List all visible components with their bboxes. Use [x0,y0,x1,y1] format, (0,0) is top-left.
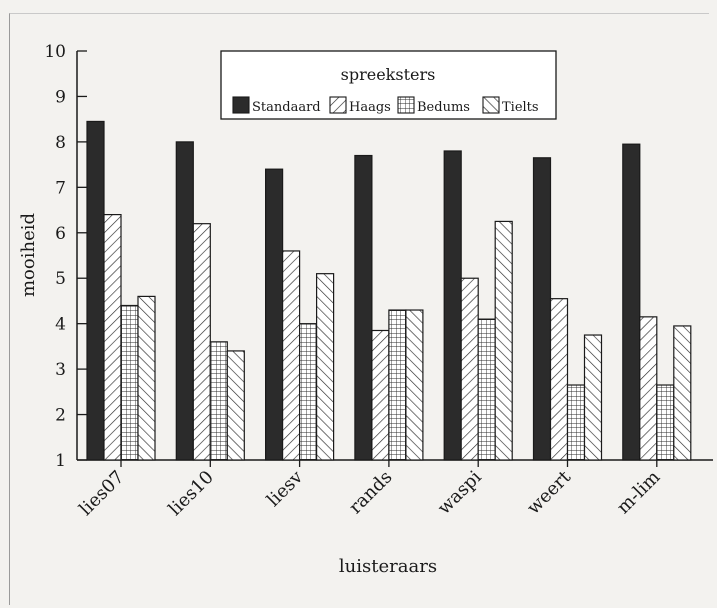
bar-bedums-weert [566,384,586,461]
x-tick-label: m-lim [613,467,664,518]
y-tick-label: 8 [55,133,66,153]
y-axis-label: mooiheid [18,213,39,297]
figure-frame [9,13,709,605]
bar-tielts-waspi [494,220,513,461]
y-tick-label: 6 [55,224,66,244]
legend-items: Standaard Haags Bedums Tielts [232,96,539,115]
bar-standaard-waspi [443,150,462,461]
x-ticks: lies07 lies10 liesv rands waspi weert m-lim [75,460,664,520]
y-tick-label: 3 [55,360,66,380]
bar-standaard-rands [354,154,373,461]
legend-title: spreeksters [341,65,436,84]
bar-standaard-liesv [265,168,284,461]
legend-label-bedums: Bedums [417,100,470,115]
bar-tielts-rands [405,309,424,461]
bar-tielts-m-lim [673,325,692,461]
legend-swatch-bedums [397,96,415,114]
bar-bedums-lies07 [120,304,139,461]
legend-swatch-standaard [232,96,250,114]
y-tick-label: 7 [55,178,66,198]
legend-label-haags: Haags [349,100,391,115]
bar-tielts-liesv [316,273,335,461]
bar-tielts-lies10 [226,350,245,461]
x-tick-label: weert [523,466,576,519]
x-tick-label: rands [345,467,396,518]
bar-haags-rands [371,329,390,461]
bar-haags-lies07 [103,214,122,461]
bar-haags-lies10 [192,223,211,461]
bar-haags-waspi [460,277,479,461]
legend-label-tielts: Tielts [502,100,539,115]
bar-bedums-waspi [477,318,496,461]
bar-tielts-lies07 [137,295,156,461]
y-tick-label: 4 [55,315,66,335]
y-tick-label: 9 [55,87,66,107]
legend-label-standaard: Standaard [252,100,321,115]
bar-tielts-weert [583,334,603,461]
x-tick-label: lies07 [75,467,128,520]
y-ticks: 1 2 3 4 5 6 7 8 9 10 [44,42,87,471]
x-axis-label: luisteraars [339,556,437,577]
bar-bedums-liesv [299,323,318,461]
bars [86,120,692,461]
y-tick-label: 1 [55,451,66,471]
bar-haags-liesv [282,250,301,461]
legend-swatch-haags [329,96,347,114]
bar-standaard-lies07 [86,120,105,461]
legend-box [220,50,557,120]
bar-haags-m-lim [639,316,658,461]
bar-haags-weert [549,298,569,461]
bar-bedums-rands [388,309,407,461]
y-tick-label: 2 [55,406,66,426]
bar-standaard-lies10 [175,141,194,461]
legend-swatch-tielts [482,96,500,114]
x-tick-label: lies10 [165,467,218,520]
x-tick-label: liesv [263,466,308,511]
bar-standaard-weert [532,157,552,461]
y-tick-label: 5 [55,269,66,289]
x-tick-label: waspi [434,467,486,519]
bar-standaard-m-lim [622,143,641,461]
y-tick-label: 10 [44,42,66,62]
legend: spreeksters Standaard Haags Bedums Tielts [220,50,557,120]
bar-bedums-m-lim [656,384,675,461]
bar-bedums-lies10 [209,341,228,461]
